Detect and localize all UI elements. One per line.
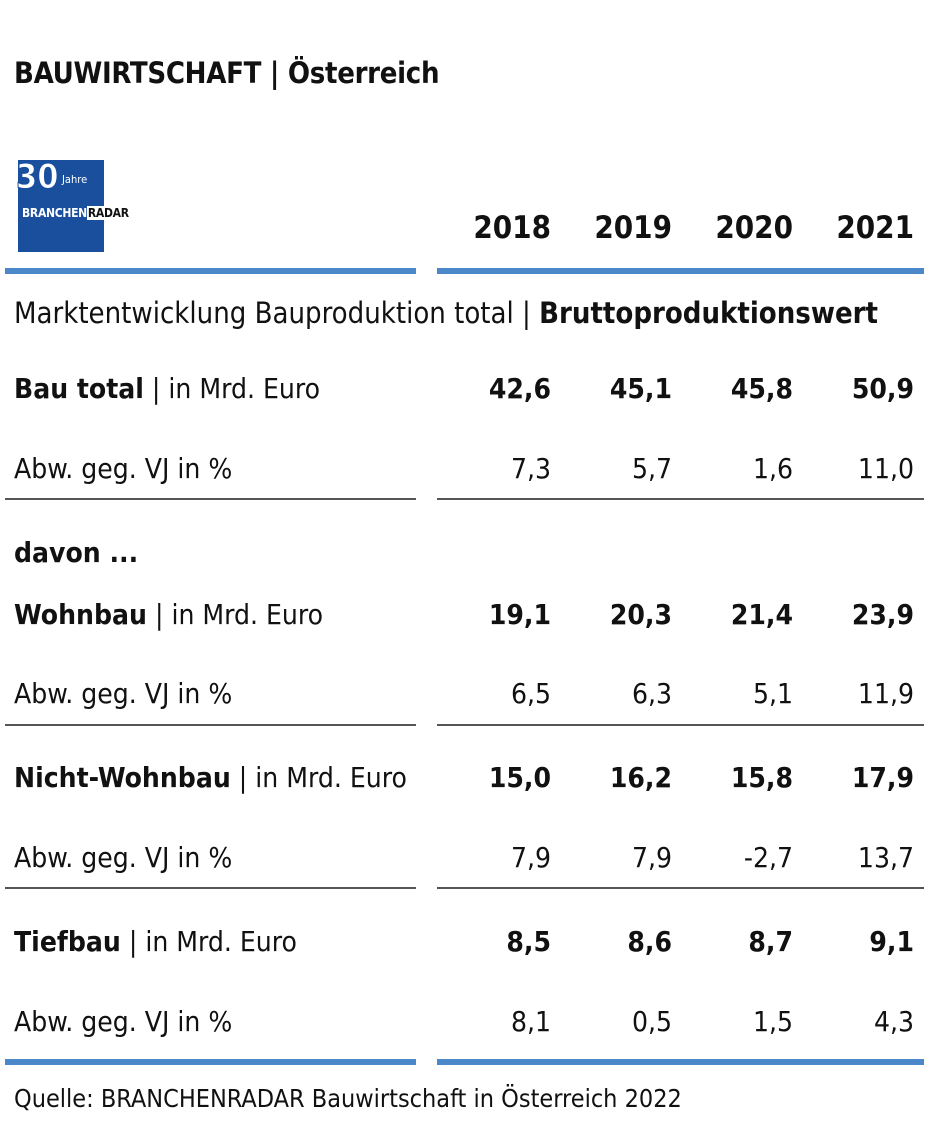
cell-value: 50,9 (851, 372, 914, 405)
cell-value: 0,5 (631, 1005, 672, 1038)
row-unit: | in Mrd. Euro (154, 598, 324, 631)
footer-rule-right (437, 1059, 924, 1065)
row-label-abw: Abw. geg. VJ in % (14, 1005, 233, 1038)
cell-value: 7,9 (631, 841, 672, 874)
cell-value: 17,9 (851, 761, 914, 794)
row-unit: | in Mrd. Euro (238, 761, 407, 794)
cell-value: 11,9 (857, 677, 914, 710)
branchenradar-logo: 30 Jahre BRANCHENRADAR (16, 157, 130, 252)
cell-value: 42,6 (488, 372, 551, 405)
cell-value: 20,3 (609, 598, 672, 631)
row-label-abw: Abw. geg. VJ in % (14, 841, 233, 874)
logo-brand-right: RADAR (86, 206, 130, 220)
row-unit: | in Mrd. Euro (151, 372, 320, 405)
source-note: Quelle: BRANCHENRADAR Bauwirtschaft in Ö… (14, 1084, 682, 1113)
cell-value: -2,7 (743, 841, 793, 874)
row-category: Tiefbau (14, 925, 121, 958)
logo-number: 30 (16, 157, 60, 197)
cell-value: 13,7 (857, 841, 914, 874)
cell-value: 19,1 (488, 598, 551, 631)
row-label-tiefbau: Tiefbau | in Mrd. Euro (14, 925, 297, 958)
cell-value: 45,8 (730, 372, 793, 405)
column-header-2021: 2021 (836, 210, 914, 246)
column-header-2018: 2018 (473, 210, 551, 246)
column-header-2020: 2020 (715, 210, 793, 246)
table-subtitle: Marktentwicklung Bauproduktion total | B… (14, 296, 878, 330)
cell-value: 5,1 (752, 677, 793, 710)
row-category: Nicht-Wohnbau (14, 761, 231, 794)
column-header-2019: 2019 (594, 210, 672, 246)
subtitle-bold: Bruttoproduktionswert (539, 296, 878, 330)
cell-value: 15,0 (488, 761, 551, 794)
cell-value: 1,5 (752, 1005, 793, 1038)
row-unit: | in Mrd. Euro (128, 925, 297, 958)
divider (5, 498, 416, 500)
cell-value: 4,3 (873, 1005, 914, 1038)
footer-rule-left (5, 1059, 416, 1065)
cell-value: 8,1 (510, 1005, 551, 1038)
cell-value: 6,5 (510, 677, 551, 710)
cell-value: 9,1 (869, 925, 914, 958)
cell-value: 8,6 (627, 925, 672, 958)
page-title: BAUWIRTSCHAFT | Österreich (14, 56, 440, 90)
cell-value: 23,9 (851, 598, 914, 631)
row-label-bau-total: Bau total | in Mrd. Euro (14, 372, 320, 405)
row-label-wohnbau: Wohnbau | in Mrd. Euro (14, 598, 323, 631)
cell-value: 45,1 (609, 372, 672, 405)
cell-value: 6,3 (631, 677, 672, 710)
header-rule-left (5, 268, 416, 274)
davon-text: davon ... (14, 536, 139, 569)
subtitle-regular: Marktentwicklung Bauproduktion total | (14, 296, 540, 330)
cell-value: 11,0 (857, 452, 914, 485)
cell-value: 8,7 (748, 925, 793, 958)
cell-value: 16,2 (609, 761, 672, 794)
cell-value: 1,6 (752, 452, 793, 485)
header-rule-right (437, 268, 924, 274)
divider (437, 498, 924, 500)
divider (437, 887, 924, 889)
cell-value: 5,7 (631, 452, 672, 485)
cell-value: 8,5 (506, 925, 551, 958)
row-category: Bau total (14, 372, 144, 405)
divider (5, 724, 416, 726)
logo-brand: BRANCHENRADAR (22, 206, 130, 220)
row-label-abw: Abw. geg. VJ in % (14, 677, 233, 710)
row-label-abw: Abw. geg. VJ in % (14, 452, 233, 485)
row-category: Wohnbau (14, 598, 147, 631)
logo-brand-left: BRANCHEN (22, 206, 87, 220)
cell-value: 21,4 (730, 598, 793, 631)
cell-value: 15,8 (730, 761, 793, 794)
logo-jahre: Jahre (62, 173, 88, 186)
cell-value: 7,3 (510, 452, 551, 485)
row-label-nicht-wohnbau: Nicht-Wohnbau | in Mrd. Euro (14, 761, 407, 794)
davon-label: davon ... (14, 536, 138, 569)
cell-value: 7,9 (510, 841, 551, 874)
divider (437, 724, 924, 726)
divider (5, 887, 416, 889)
